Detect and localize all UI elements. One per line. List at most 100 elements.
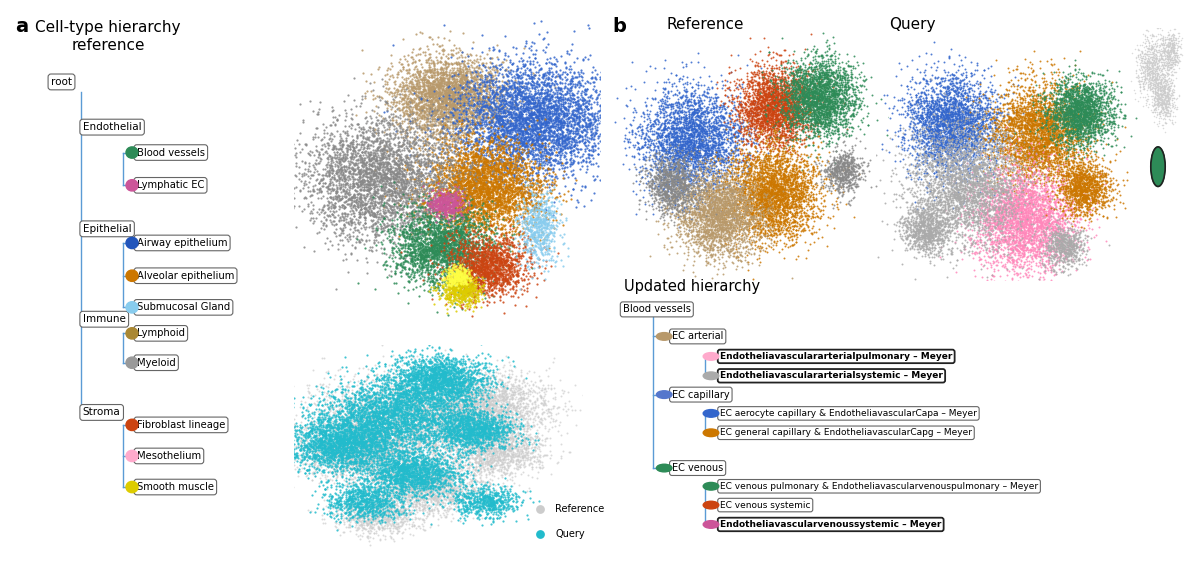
Point (384, 419, 403, 428)
Point (436, 90, 455, 99)
Point (438, 217, 457, 226)
Point (943, 115, 962, 124)
Point (360, 388, 379, 397)
Point (499, 77, 518, 86)
Point (383, 507, 402, 516)
Point (893, 181, 912, 190)
Point (766, 144, 785, 153)
Point (418, 225, 437, 234)
Point (1072, 134, 1091, 144)
Point (541, 106, 560, 115)
Point (1055, 112, 1074, 121)
Point (588, 69, 607, 79)
Point (416, 415, 436, 424)
Point (702, 195, 721, 205)
Point (1057, 232, 1076, 241)
Point (346, 514, 365, 523)
Point (481, 262, 500, 271)
Point (332, 171, 352, 180)
Point (1027, 188, 1046, 197)
Point (394, 64, 413, 73)
Point (751, 186, 770, 195)
Point (667, 108, 686, 117)
Point (1045, 251, 1064, 260)
Point (550, 72, 569, 81)
Point (367, 470, 386, 479)
Point (368, 423, 388, 432)
Point (762, 216, 781, 225)
Point (812, 86, 832, 95)
Point (742, 124, 761, 133)
Point (469, 88, 488, 97)
Point (1151, 90, 1170, 99)
Point (937, 110, 956, 119)
Point (319, 497, 338, 506)
Point (422, 107, 442, 116)
Point (455, 281, 474, 290)
Point (392, 433, 412, 442)
Point (494, 447, 514, 457)
Point (762, 97, 781, 106)
Point (443, 376, 462, 385)
Point (470, 286, 490, 295)
Point (497, 431, 516, 440)
Point (534, 451, 553, 460)
Point (1031, 114, 1050, 123)
Point (962, 111, 982, 120)
Point (497, 156, 516, 165)
Point (491, 414, 510, 423)
Point (428, 382, 448, 391)
Point (728, 106, 748, 115)
Point (469, 407, 488, 416)
Point (475, 373, 494, 382)
Point (764, 173, 784, 182)
Point (360, 161, 379, 170)
Point (440, 229, 460, 238)
Point (961, 128, 980, 137)
Point (1044, 267, 1063, 276)
Point (1018, 232, 1037, 241)
Point (415, 155, 434, 164)
Point (406, 394, 425, 403)
Point (1139, 81, 1158, 90)
Point (362, 436, 382, 445)
Point (1025, 122, 1044, 131)
Point (515, 423, 534, 432)
Point (1052, 236, 1072, 245)
Point (496, 255, 515, 264)
Point (494, 446, 514, 455)
Point (728, 157, 748, 166)
Point (937, 118, 956, 127)
Point (798, 82, 817, 91)
Point (1063, 128, 1082, 137)
Point (1063, 147, 1082, 156)
Point (767, 63, 786, 72)
Point (494, 447, 514, 457)
Point (971, 133, 990, 142)
Point (1082, 82, 1102, 92)
Point (346, 422, 365, 431)
Point (398, 84, 418, 93)
Point (409, 114, 428, 123)
Point (803, 83, 822, 92)
Point (952, 123, 971, 132)
Point (773, 115, 792, 124)
Point (454, 357, 473, 366)
Point (956, 169, 976, 178)
Point (972, 210, 991, 219)
Point (768, 115, 787, 124)
Point (374, 462, 394, 471)
Point (1038, 146, 1057, 155)
Point (1097, 104, 1116, 113)
Point (1078, 143, 1097, 152)
Point (968, 171, 988, 180)
Point (498, 205, 517, 214)
Point (354, 423, 373, 432)
Point (304, 446, 323, 455)
Point (468, 157, 487, 166)
Point (1073, 171, 1092, 180)
Point (1081, 125, 1100, 134)
Point (680, 135, 700, 144)
Point (676, 170, 695, 179)
Point (378, 470, 397, 479)
